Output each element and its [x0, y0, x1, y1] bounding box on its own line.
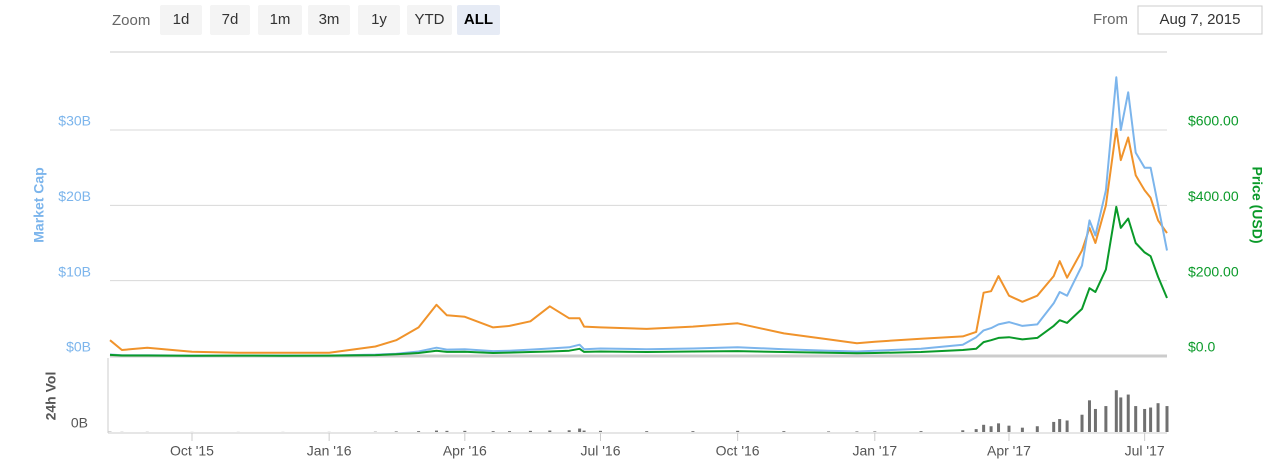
series-line — [109, 76, 1168, 357]
volume-bar — [578, 428, 582, 432]
volume-axis-title: 24h Vol — [43, 372, 59, 421]
volume-bar — [1020, 427, 1024, 432]
volume-bar — [645, 431, 649, 432]
y2-tick-label: $400.00 — [1188, 188, 1239, 204]
volume-bar — [974, 429, 978, 432]
y-tick-label: $0B — [66, 339, 91, 355]
volume-bar — [997, 423, 1001, 432]
volume-bar — [1114, 390, 1118, 432]
zoom-button-label[interactable]: 1m — [270, 11, 291, 28]
volume-bar — [1058, 419, 1062, 432]
zoom-button-label[interactable]: 3m — [319, 11, 340, 28]
x-tick-label: Oct '16 — [716, 443, 760, 459]
x-tick-label: Jan '17 — [852, 443, 897, 459]
volume-bar — [434, 430, 438, 432]
volume-bar — [567, 430, 571, 432]
volume-bar — [528, 430, 532, 432]
volume-bar — [1093, 408, 1097, 432]
y-tick-label: $20B — [58, 188, 91, 204]
volume-bar — [1143, 408, 1147, 432]
volume-bar — [1149, 407, 1153, 432]
zoom-button[interactable] — [308, 5, 350, 35]
zoom-button[interactable] — [358, 5, 400, 35]
y-axis-title: Market Cap — [31, 167, 47, 242]
volume-bar — [989, 426, 993, 432]
volume-bar — [982, 424, 986, 432]
zoom-button-label[interactable]: ALL — [464, 11, 493, 28]
zoom-button[interactable] — [457, 5, 500, 35]
volume-bar — [691, 431, 695, 432]
volume-bar — [1052, 421, 1056, 432]
volume-bar — [463, 430, 467, 432]
volume-bar — [1119, 397, 1123, 432]
x-tick-label: Jul '16 — [580, 443, 620, 459]
volume-bar — [598, 430, 602, 432]
y-tick-label: $30B — [58, 113, 91, 129]
volume-bar — [873, 431, 877, 432]
volume-bar — [417, 431, 421, 432]
series-line — [109, 205, 1168, 357]
volume-bar — [919, 431, 923, 432]
volume-bar — [1087, 400, 1091, 432]
volume-bar — [548, 430, 552, 432]
zoom-button[interactable] — [160, 5, 202, 35]
zoom-button[interactable] — [407, 5, 452, 35]
volume-bar — [827, 431, 831, 432]
x-tick-label: Jul '17 — [1125, 443, 1165, 459]
y2-tick-label: $600.00 — [1188, 113, 1239, 129]
volume-bar — [508, 431, 512, 432]
from-date[interactable]: Aug 7, 2015 — [1160, 11, 1241, 28]
volume-bar — [491, 431, 495, 432]
volume-bar — [445, 430, 449, 432]
volume-bar — [1134, 406, 1138, 432]
zoom-button-label[interactable]: 7d — [222, 11, 239, 28]
volume-bar — [855, 431, 859, 432]
volume-bar — [961, 430, 965, 432]
x-tick-label: Apr '16 — [443, 443, 487, 459]
x-tick-label: Jan '16 — [307, 443, 352, 459]
y2-axis-title: Price (USD) — [1249, 166, 1265, 243]
volume-bar — [736, 430, 740, 432]
volume-bar — [582, 430, 586, 432]
volume-tick-label: 0B — [71, 415, 88, 431]
volume-bar — [1126, 394, 1130, 432]
volume-bar — [1156, 403, 1160, 432]
y2-tick-label: $200.00 — [1188, 263, 1239, 279]
zoom-button[interactable] — [258, 5, 302, 35]
volume-bar — [782, 431, 786, 432]
volume-bar — [1080, 414, 1084, 432]
volume-bar — [1035, 426, 1039, 432]
from-date-input[interactable] — [1137, 5, 1263, 35]
x-tick-label: Oct '15 — [170, 443, 214, 459]
y-tick-label: $10B — [58, 263, 91, 279]
volume-bar — [1065, 420, 1069, 432]
zoom-button-label[interactable]: 1d — [173, 11, 190, 28]
zoom-button[interactable] — [210, 5, 250, 35]
zoom-button-label[interactable]: YTD — [415, 11, 445, 28]
y2-tick-label: $0.0 — [1188, 339, 1215, 355]
zoom-label: Zoom — [112, 12, 150, 29]
from-label: From — [1093, 11, 1128, 28]
volume-bar — [1104, 406, 1108, 432]
volume-bar — [1165, 406, 1169, 432]
x-tick-label: Apr '17 — [987, 443, 1031, 459]
series-line — [109, 127, 1168, 354]
zoom-button-label[interactable]: 1y — [371, 11, 387, 28]
volume-bar — [394, 431, 398, 432]
volume-bar — [1007, 425, 1011, 432]
